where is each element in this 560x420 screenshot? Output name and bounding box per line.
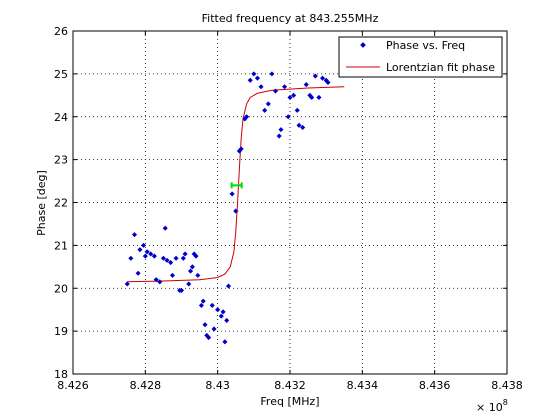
legend-box [338, 36, 503, 78]
data-point [189, 264, 195, 270]
tick-group: 8.426 8.428 8.43 8.432 8.434 8.436 8.438 18 19 20… [54, 25, 523, 392]
data-point [300, 124, 306, 131]
data-point [200, 298, 206, 304]
data-point [131, 232, 138, 238]
data-point [233, 208, 239, 214]
data-point [276, 133, 282, 139]
data-point [218, 313, 224, 319]
fit-marker-group [230, 182, 243, 189]
legend-label-points: Phase vs. Freq [386, 39, 465, 52]
data-point [220, 309, 226, 315]
data-point [222, 339, 228, 345]
data-point [144, 249, 150, 255]
data-point [294, 107, 300, 113]
chart-title: Fitted frequency at 843.255MHz [202, 12, 379, 25]
data-point [137, 247, 143, 253]
data-point [225, 283, 232, 289]
data-point [182, 251, 188, 257]
data-point [140, 242, 147, 248]
data-point [247, 77, 253, 83]
y-tick-label: 18 [54, 368, 68, 381]
data-point [325, 79, 331, 85]
data-point [209, 302, 215, 308]
data-point [254, 75, 260, 81]
data-point [238, 146, 244, 152]
x-tick-label: 8.434 [347, 379, 379, 392]
x-tick-label: 8.426 [57, 379, 89, 392]
data-point [211, 326, 217, 332]
data-point [169, 272, 176, 278]
data-point [164, 257, 170, 263]
data-point [193, 253, 199, 259]
data-point [135, 270, 141, 276]
y-tick-label: 25 [54, 68, 68, 81]
x-tick-label: 8.436 [419, 379, 451, 392]
data-point [160, 255, 166, 261]
data-point [251, 71, 257, 77]
data-point [187, 268, 194, 274]
data-point [153, 277, 159, 283]
x-tick-label: 8.432 [274, 379, 306, 392]
data-point [202, 322, 208, 328]
x-exponent-power: 8 [503, 398, 508, 407]
data-point [128, 255, 134, 261]
x-exponent: × 108 [476, 398, 508, 414]
data-point [180, 255, 186, 261]
y-tick-label: 23 [54, 154, 68, 167]
data-point [195, 272, 201, 278]
data-point [206, 335, 212, 341]
data-point [224, 317, 230, 323]
legend-label-fit: Lorentzian fit phase [386, 61, 495, 74]
data-point [142, 253, 148, 259]
x-tick-label: 8.43 [205, 379, 230, 392]
x-axis-label: Freq [MHz] [260, 395, 319, 408]
data-point [157, 279, 163, 285]
data-point [162, 225, 168, 231]
x-exponent-base: × 10 [476, 401, 503, 414]
data-point [173, 255, 179, 261]
data-point [229, 191, 235, 197]
y-tick-label: 20 [54, 282, 68, 295]
data-point [186, 281, 192, 287]
y-tick-label: 22 [54, 197, 68, 210]
x-tick-label: 8.438 [491, 379, 523, 392]
data-point [178, 287, 185, 293]
y-tick-label: 21 [54, 239, 68, 252]
legend: Phase vs. Freq Lorentzian fit phase [338, 36, 503, 78]
data-point [215, 307, 221, 313]
y-tick-label: 24 [54, 111, 68, 124]
x-tick-label: 8.428 [130, 379, 162, 392]
y-tick-label: 26 [54, 25, 68, 38]
y-axis-label: Phase [deg] [35, 170, 48, 236]
y-tick-label: 19 [54, 325, 68, 338]
data-point [148, 251, 154, 257]
data-point [168, 259, 174, 266]
data-point [198, 302, 204, 308]
